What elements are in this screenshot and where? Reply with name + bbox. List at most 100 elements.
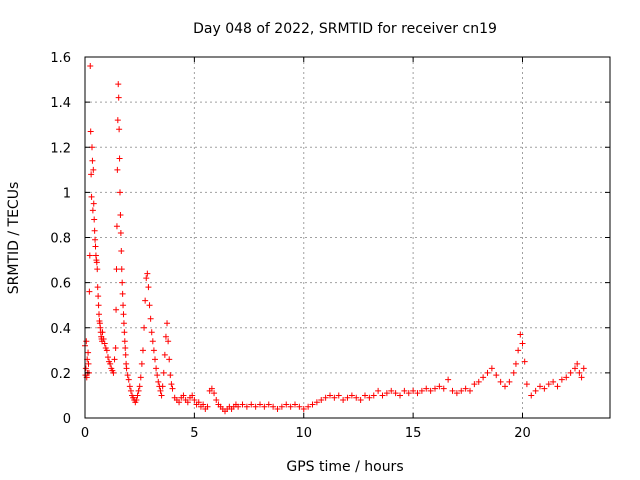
data-point [327,392,333,399]
data-point [95,293,102,300]
y-tick-label: 0.6 [50,277,71,292]
data-point [168,381,175,388]
data-point [278,403,285,410]
data-point [300,405,307,412]
data-point [119,290,126,297]
y-tick-label: 1.2 [50,141,71,156]
data-point [144,270,151,277]
data-point [578,374,585,381]
data-point [82,365,89,372]
x-tick-label: 15 [405,426,422,441]
data-point [92,236,99,243]
data-point [180,392,187,399]
data-point [449,387,456,394]
y-tick-label: 0.4 [50,322,71,337]
data-point [410,387,417,394]
data-point [147,315,154,322]
data-point [149,338,156,345]
data-point [532,387,539,394]
data-point [87,63,94,70]
data-point [484,369,491,376]
data-point [427,387,434,394]
y-tick-label: 1.6 [50,51,71,66]
data-point [414,390,421,397]
data-point [523,381,530,388]
data-point [340,396,347,403]
data-point [150,347,157,354]
data-point [118,248,125,255]
data-point [160,369,167,376]
data-point [141,324,148,331]
data-point [145,284,152,291]
data-point [392,390,399,397]
x-tick-label: 20 [514,426,531,441]
data-point [265,401,272,408]
data-point [86,252,93,259]
data-points [82,63,587,415]
data-point [348,392,355,399]
data-point [165,338,172,345]
data-point [313,399,320,406]
data-point [440,385,447,392]
data-point [90,200,97,207]
data-point [184,399,191,406]
data-point [388,387,395,394]
data-point [401,387,408,394]
data-point [322,394,329,401]
data-point [87,128,94,135]
data-point [148,329,155,336]
data-point [85,349,92,356]
data-point [85,360,92,367]
data-point [117,189,123,196]
data-point [318,396,325,403]
data-point [515,347,522,354]
data-point [567,369,574,376]
data-point [467,387,473,394]
data-point [397,392,403,399]
data-point [287,403,294,410]
data-point [493,372,500,379]
data-point [164,320,171,327]
data-point [471,381,478,388]
data-point [121,329,128,336]
y-axis-title: SRMTID / TECUs [6,182,22,295]
data-point [211,390,218,397]
x-tick-label: 0 [81,426,89,441]
data-point [528,392,535,399]
data-point [113,306,120,313]
data-point [88,193,95,200]
data-point [189,392,196,399]
data-point [309,401,316,408]
y-tick-label: 1.4 [50,96,71,111]
data-point [366,394,373,401]
data-point [107,360,114,367]
data-point [176,399,183,406]
data-point [90,166,97,173]
data-point [127,387,134,394]
data-point [162,333,169,340]
y-tick-label: 0.8 [50,232,71,247]
data-point [101,340,108,347]
data-point [114,166,121,173]
data-point [159,383,166,390]
data-point [124,372,131,379]
data-point [111,356,118,363]
data-point [83,338,90,345]
data-point [200,401,207,408]
data-point [576,369,583,376]
data-point [458,387,465,394]
data-point [169,385,176,392]
data-point [432,385,438,392]
data-point [154,372,161,379]
data-point [166,356,173,363]
data-point [305,403,312,410]
data-point [143,275,150,282]
data-point [157,387,164,394]
y-tick-label: 0 [63,412,71,427]
data-point [208,385,215,392]
data-point [357,396,364,403]
data-point [257,401,263,408]
data-point [344,394,351,401]
data-point [89,157,96,164]
